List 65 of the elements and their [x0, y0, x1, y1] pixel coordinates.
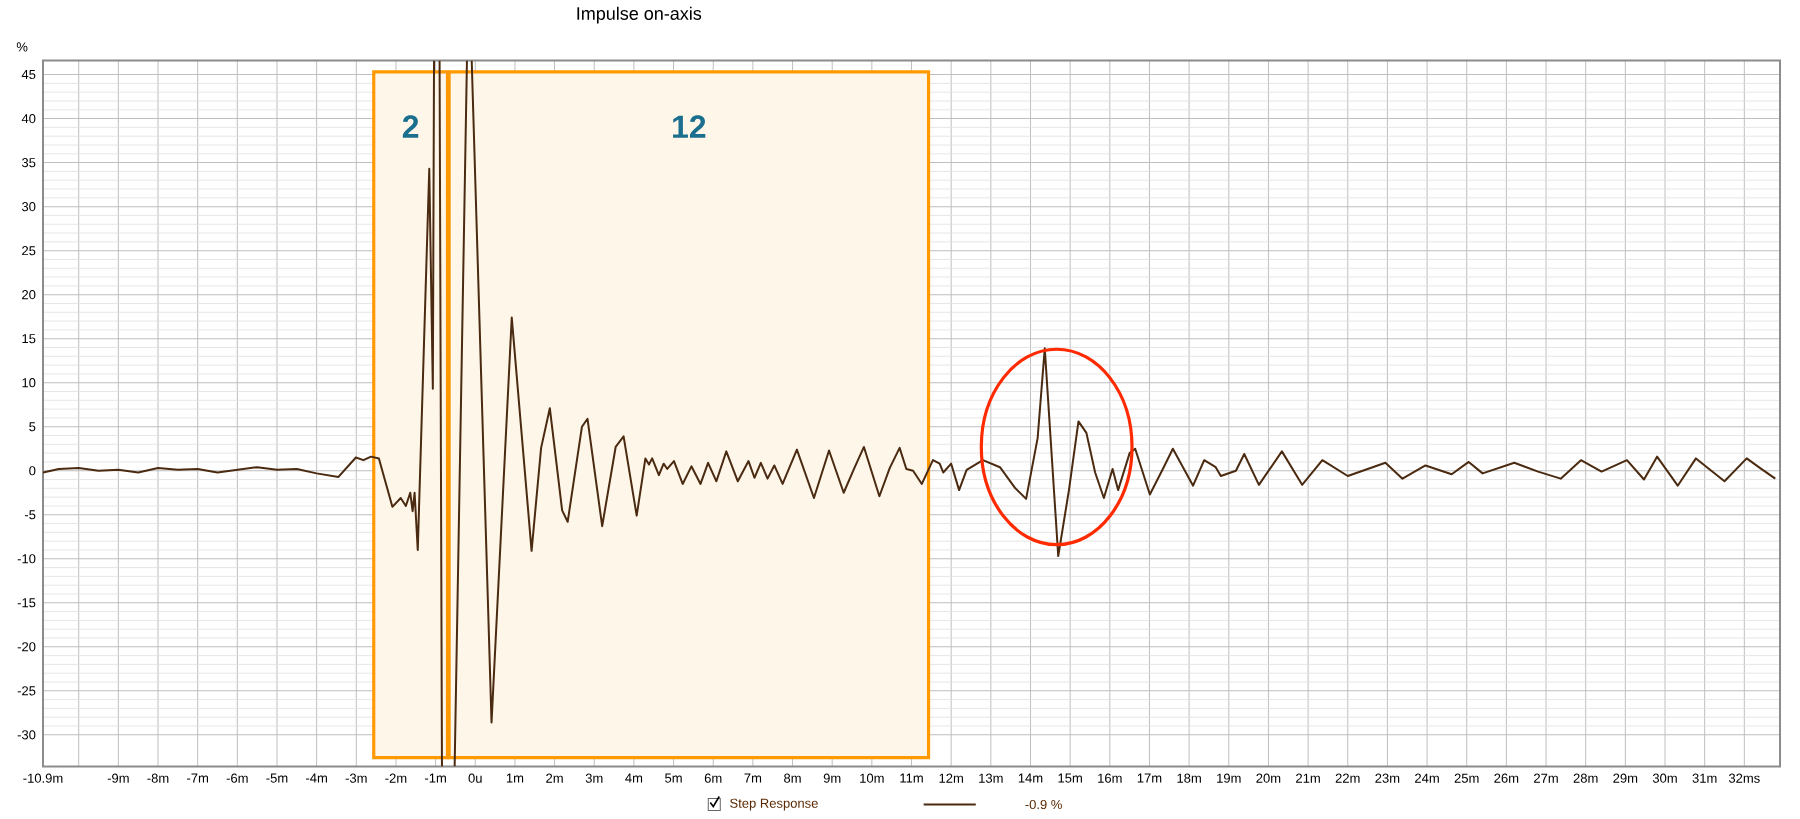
x-tick-label: 22m — [1335, 773, 1360, 783]
x-tick-label: -9m — [107, 773, 129, 784]
y-tick-label: 15 — [22, 334, 36, 344]
y-tick-label: 10 — [22, 378, 36, 388]
x-tick-label: 19m — [1217, 773, 1241, 784]
x-tick-label: 24m — [1415, 773, 1439, 783]
chart-title: Impulse on-axis — [577, 6, 702, 24]
x-tick-label: 10m — [860, 773, 884, 784]
x-tick-label: 32ms — [1728, 773, 1760, 784]
x-tick-label: -2m — [385, 773, 407, 783]
x-tick-label: 14m — [1018, 773, 1043, 783]
x-tick-label: 23m — [1375, 773, 1400, 784]
x-tick-label: 0u — [468, 773, 482, 784]
x-tick-label: 26m — [1494, 773, 1519, 784]
y-axis-title: % — [16, 42, 28, 52]
x-tick-label: 6m — [704, 773, 722, 784]
y-tick-label: -25 — [17, 686, 36, 696]
band-label: 2 — [402, 115, 419, 138]
y-tick-label: -15 — [17, 598, 36, 608]
x-tick-label: -10.9m — [23, 773, 63, 784]
x-tick-label: -3m — [345, 773, 367, 784]
x-tick-label: -4m — [306, 773, 327, 783]
x-tick-label: 31m — [1692, 773, 1717, 784]
x-tick-label: 15m — [1058, 773, 1082, 783]
x-tick-label: 28m — [1573, 773, 1598, 784]
x-tick-label: 29m — [1613, 773, 1638, 784]
x-tick-label: 4m — [625, 773, 643, 783]
x-tick-label: 13m — [979, 773, 1003, 784]
x-tick-label: -7m — [187, 773, 208, 783]
y-tick-label: 45 — [21, 70, 36, 80]
y-tick-label: 30 — [21, 202, 36, 212]
text: -0.9 % — [1025, 800, 1062, 810]
y-tick-label: -30 — [17, 730, 36, 740]
x-tick-label: 12m — [939, 773, 963, 783]
x-tick-label: 17m — [1137, 773, 1162, 783]
x-tick-label: 8m — [784, 773, 801, 784]
x-tick-label: 27m — [1534, 773, 1558, 783]
x-tick-label: -8m — [147, 773, 169, 784]
y-tick-label: 40 — [21, 114, 36, 124]
x-tick-label: 25m — [1454, 773, 1479, 784]
band-label: 12 — [673, 115, 706, 138]
y-tick-label: -20 — [17, 642, 36, 652]
x-tick-label: 20m — [1256, 773, 1281, 784]
x-tick-label: 21m — [1296, 773, 1320, 783]
x-tick-label: 7m — [744, 773, 762, 783]
x-tick-label: -6m — [226, 773, 248, 784]
x-tick-label: 5m — [665, 773, 682, 783]
x-tick-label: 9m — [823, 773, 841, 784]
x-tick-label: 3m — [585, 773, 603, 784]
x-tick-label: 16m — [1098, 773, 1122, 784]
x-tick-label: -5m — [266, 773, 288, 783]
y-tick-label: 0 — [29, 466, 36, 476]
x-tick-label: 2m — [546, 773, 563, 783]
y-tick-label: 5 — [29, 422, 36, 432]
y-tick-label: 35 — [21, 158, 36, 168]
y-tick-label: 20 — [22, 290, 36, 300]
x-tick-label: 30m — [1652, 773, 1677, 784]
y-tick-label: 25 — [22, 246, 36, 256]
x-tick-label: 1m — [506, 773, 524, 783]
x-tick-label: 11m — [900, 773, 923, 783]
y-tick-label: -5 — [24, 510, 36, 520]
y-tick-label: -10 — [17, 554, 36, 564]
text: Step Response — [730, 798, 818, 811]
x-tick-label: 18m — [1177, 773, 1201, 784]
x-tick-label: -1m — [424, 773, 446, 783]
